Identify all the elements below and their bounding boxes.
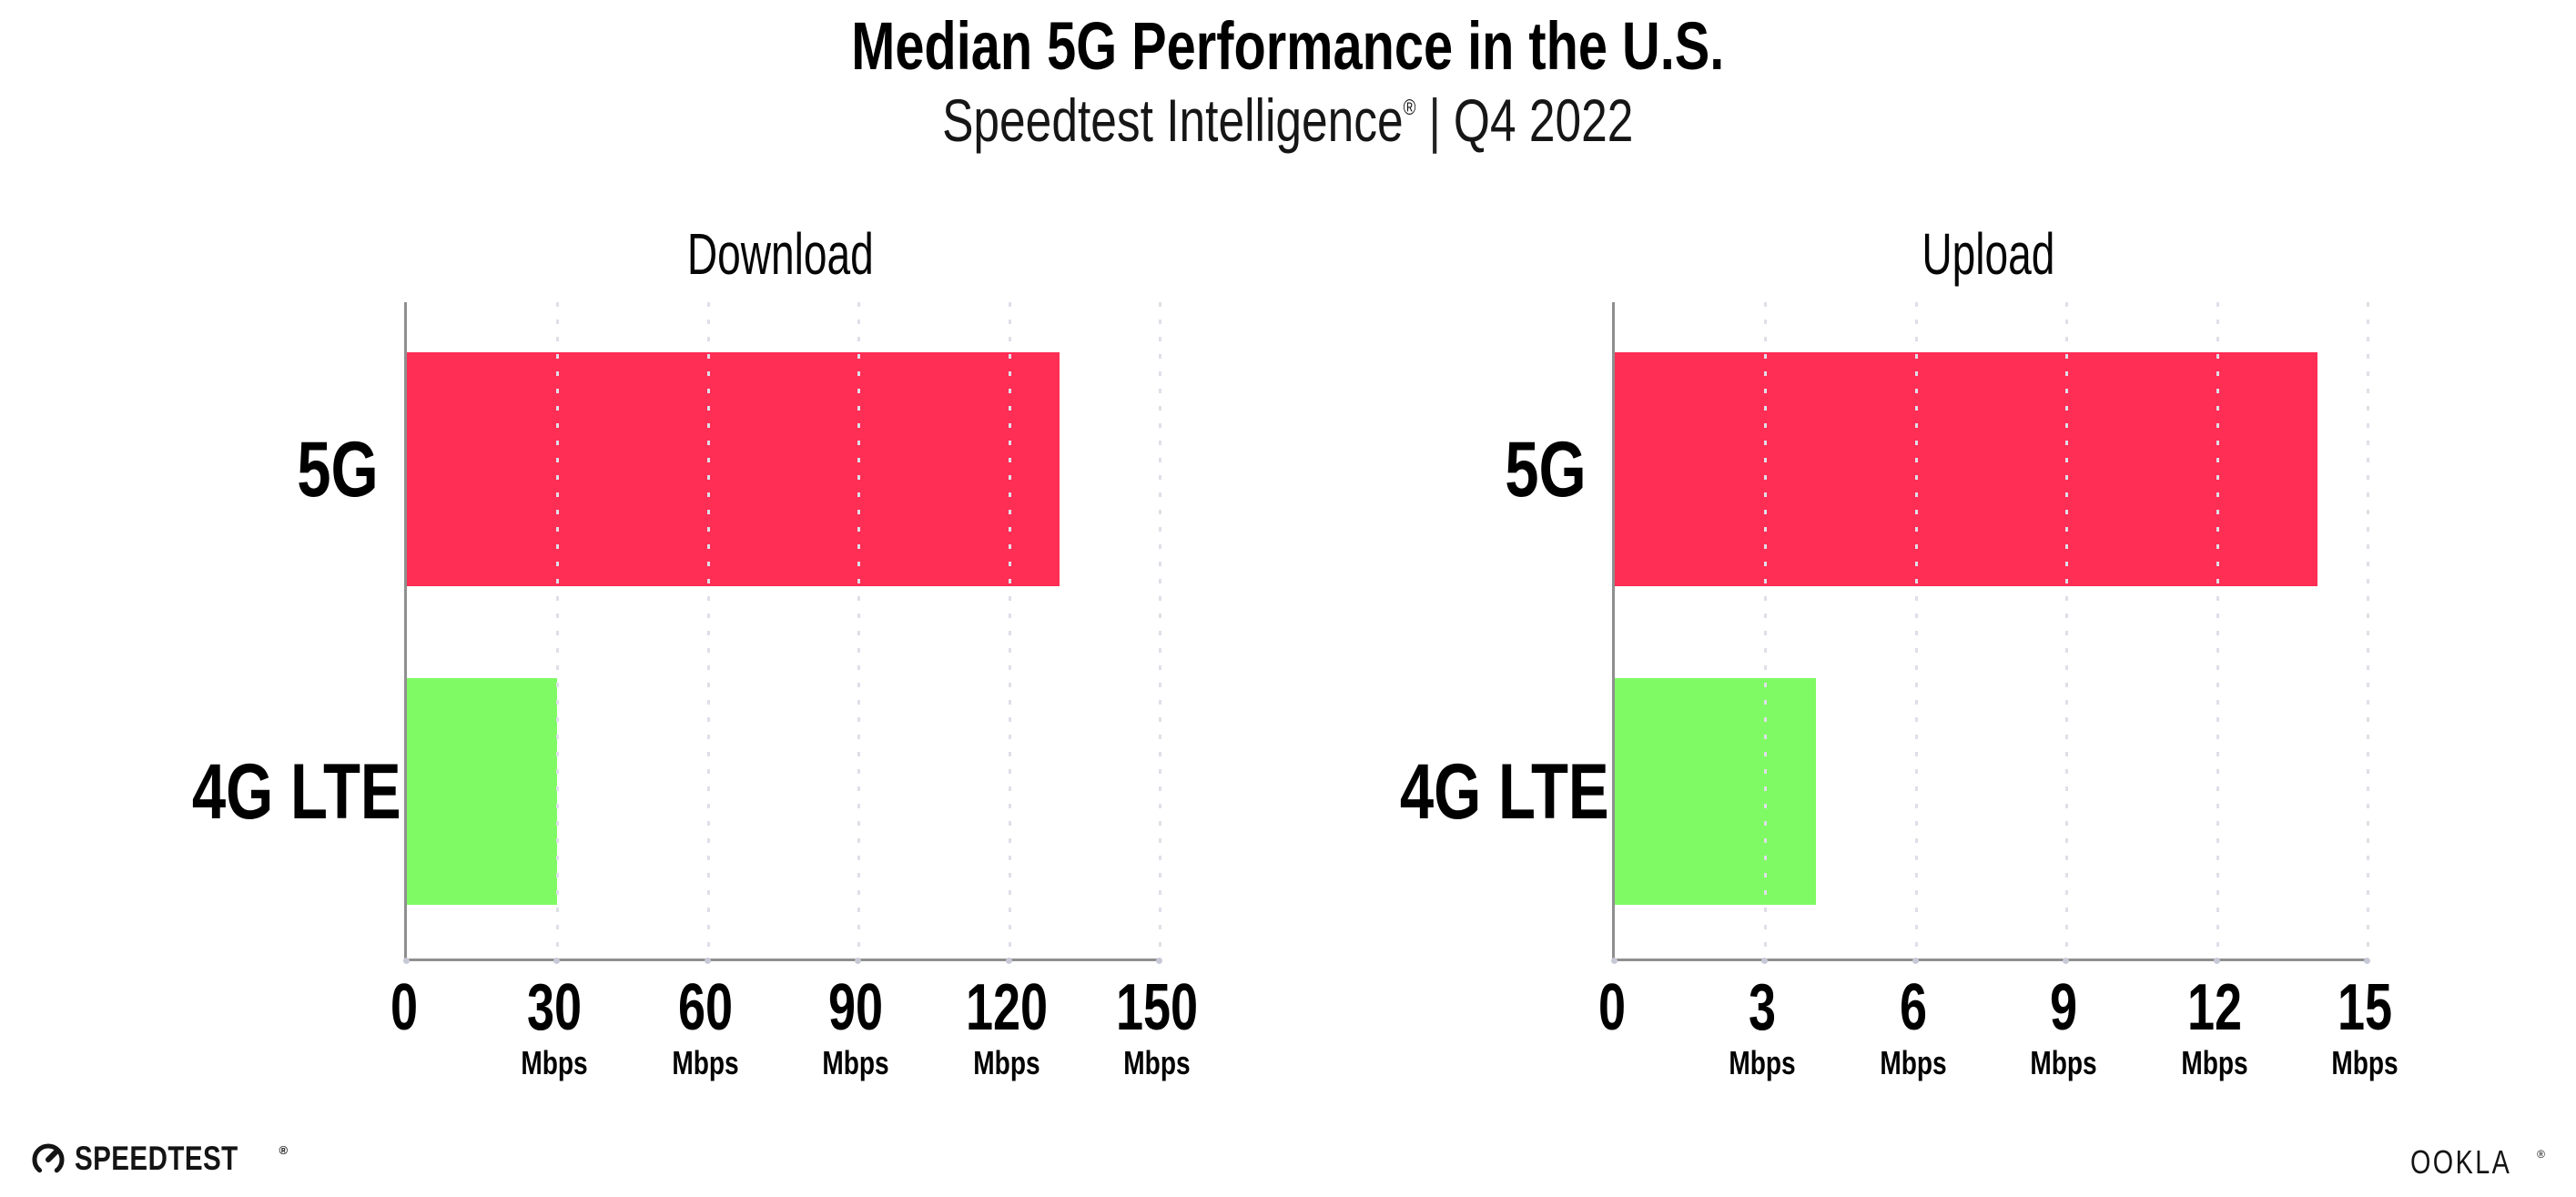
row-label-text: 4G LTE (191, 748, 401, 836)
x-tick: 12 Mbps (2172, 974, 2257, 1081)
x-tick-value: 0 (390, 971, 419, 1044)
x-tick: 15 Mbps (2322, 974, 2408, 1081)
x-tick-value: 150 (1115, 971, 1199, 1044)
x-tick-unit: Mbps (972, 1044, 1040, 1081)
row-label-5g-download: 5G (133, 430, 379, 510)
upload-x-axis-labels: 0 3 Mbps 6 Mbps 9 Mbps 12 Mbps 15 Mbps (1598, 974, 2399, 1120)
x-tick: 30 Mbps (512, 974, 597, 1081)
x-tick-value: 9 (2050, 971, 2078, 1044)
page-subtitle: Speedtest Intelligence® | Q4 2022 (0, 86, 2576, 155)
row-label-text: 5G (1505, 426, 1587, 513)
x-tick-value: 12 (2186, 971, 2242, 1044)
x-tick-unit: Mbps (1123, 1044, 1191, 1081)
axis-tick-dot (2364, 958, 2370, 964)
axis-tick-dot (704, 958, 711, 964)
bar-4glte-download (407, 678, 558, 905)
x-tick: 120 Mbps (952, 974, 1061, 1081)
registered-mark: ® (1403, 96, 1416, 120)
x-tick-value: 15 (2337, 971, 2393, 1044)
gridline (1764, 302, 1768, 959)
download-chart-title: Download (404, 220, 1157, 287)
axis-tick-dot (1912, 958, 1919, 964)
row-label-text: 5G (297, 426, 379, 513)
subtitle-period: Q4 2022 (1454, 86, 1634, 154)
speedtest-wordmark: SPEEDTEST ® (75, 1140, 289, 1178)
row-label-4glte-download: 4G LTE (133, 752, 401, 832)
x-tick-value: 0 (1597, 971, 1627, 1044)
x-tick: 0 (386, 974, 422, 1041)
x-tick-unit: Mbps (1880, 1044, 1947, 1081)
gridline (1914, 302, 1918, 959)
ookla-wordmark-text: OOKLA (2410, 1143, 2512, 1181)
x-tick: 9 Mbps (2021, 974, 2106, 1081)
speedtest-wordmark-text: SPEEDTEST (75, 1140, 238, 1177)
axis-tick-dot (2213, 958, 2220, 964)
download-x-axis-labels: 0 30 Mbps 60 Mbps 90 Mbps 120 Mbps 150 Mbps (390, 974, 1198, 1120)
axis-tick-dot (1761, 958, 1769, 964)
x-tick-unit: Mbps (2180, 1044, 2248, 1081)
row-label-4glte-upload: 4G LTE (1341, 752, 1609, 832)
speedtest-gauge-icon (32, 1143, 65, 1176)
download-chart-title-text: Download (687, 221, 874, 287)
subtitle-brand: Speedtest Intelligence (942, 86, 1404, 154)
gridline (1008, 302, 1011, 959)
x-tick-value: 60 (677, 971, 733, 1044)
axis-tick-dot (1156, 958, 1162, 964)
x-tick-value: 6 (1899, 971, 1927, 1044)
axis-tick-dot (1611, 958, 1618, 964)
x-tick-unit: Mbps (521, 1044, 589, 1081)
download-plot-area (403, 302, 1162, 964)
x-tick-unit: Mbps (672, 1044, 739, 1081)
x-tick: 150 Mbps (1102, 974, 1212, 1081)
x-tick: 0 (1594, 974, 1630, 1041)
page-title: Median 5G Performance in the U.S. (0, 7, 2576, 85)
gridline (556, 302, 560, 959)
gridline (2065, 302, 2069, 959)
speedtest-logo: SPEEDTEST ® (30, 1140, 289, 1178)
upload-chart-title: Upload (1612, 220, 2365, 287)
axis-tick-dot (553, 958, 561, 964)
x-tick: 90 Mbps (813, 974, 898, 1081)
x-tick-value: 120 (965, 971, 1048, 1044)
page-title-text: Median 5G Performance in the U.S. (851, 8, 1725, 84)
row-label-text: 4G LTE (1399, 748, 1609, 836)
x-tick: 3 Mbps (1719, 974, 1805, 1081)
gridline (2216, 302, 2219, 959)
bar-4glte-upload (1615, 678, 1816, 905)
x-tick-unit: Mbps (822, 1044, 889, 1081)
x-tick-unit: Mbps (2030, 1044, 2097, 1081)
upload-chart-title-text: Upload (1922, 221, 2055, 287)
x-tick-unit: Mbps (1729, 1044, 1797, 1081)
ookla-registered-mark: ® (2537, 1148, 2545, 1161)
ookla-logo: OOKLA ® (2410, 1143, 2545, 1182)
page-subtitle-text: Speedtest Intelligence® | Q4 2022 (942, 86, 1633, 155)
x-tick-value: 30 (527, 971, 583, 1044)
gridline (1159, 302, 1161, 959)
gridline (706, 302, 710, 959)
x-tick: 60 Mbps (663, 974, 748, 1081)
x-tick-value: 3 (1749, 971, 1777, 1044)
axis-tick-dot (2063, 958, 2070, 964)
x-tick-value: 90 (828, 971, 884, 1044)
bar-5g-upload (1615, 352, 2317, 586)
speedtest-registered-mark: ® (279, 1142, 289, 1157)
gridline (2367, 302, 2369, 959)
axis-tick-dot (403, 958, 410, 964)
axis-tick-dot (855, 958, 862, 964)
axis-tick-dot (1005, 958, 1012, 964)
x-tick: 6 Mbps (1871, 974, 1956, 1081)
upload-plot-area (1611, 302, 2370, 964)
x-tick-unit: Mbps (2331, 1044, 2399, 1081)
bar-5g-download (407, 352, 1060, 586)
row-label-5g-upload: 5G (1341, 430, 1587, 510)
gridline (857, 302, 861, 959)
subtitle-separator: | (1428, 86, 1442, 154)
